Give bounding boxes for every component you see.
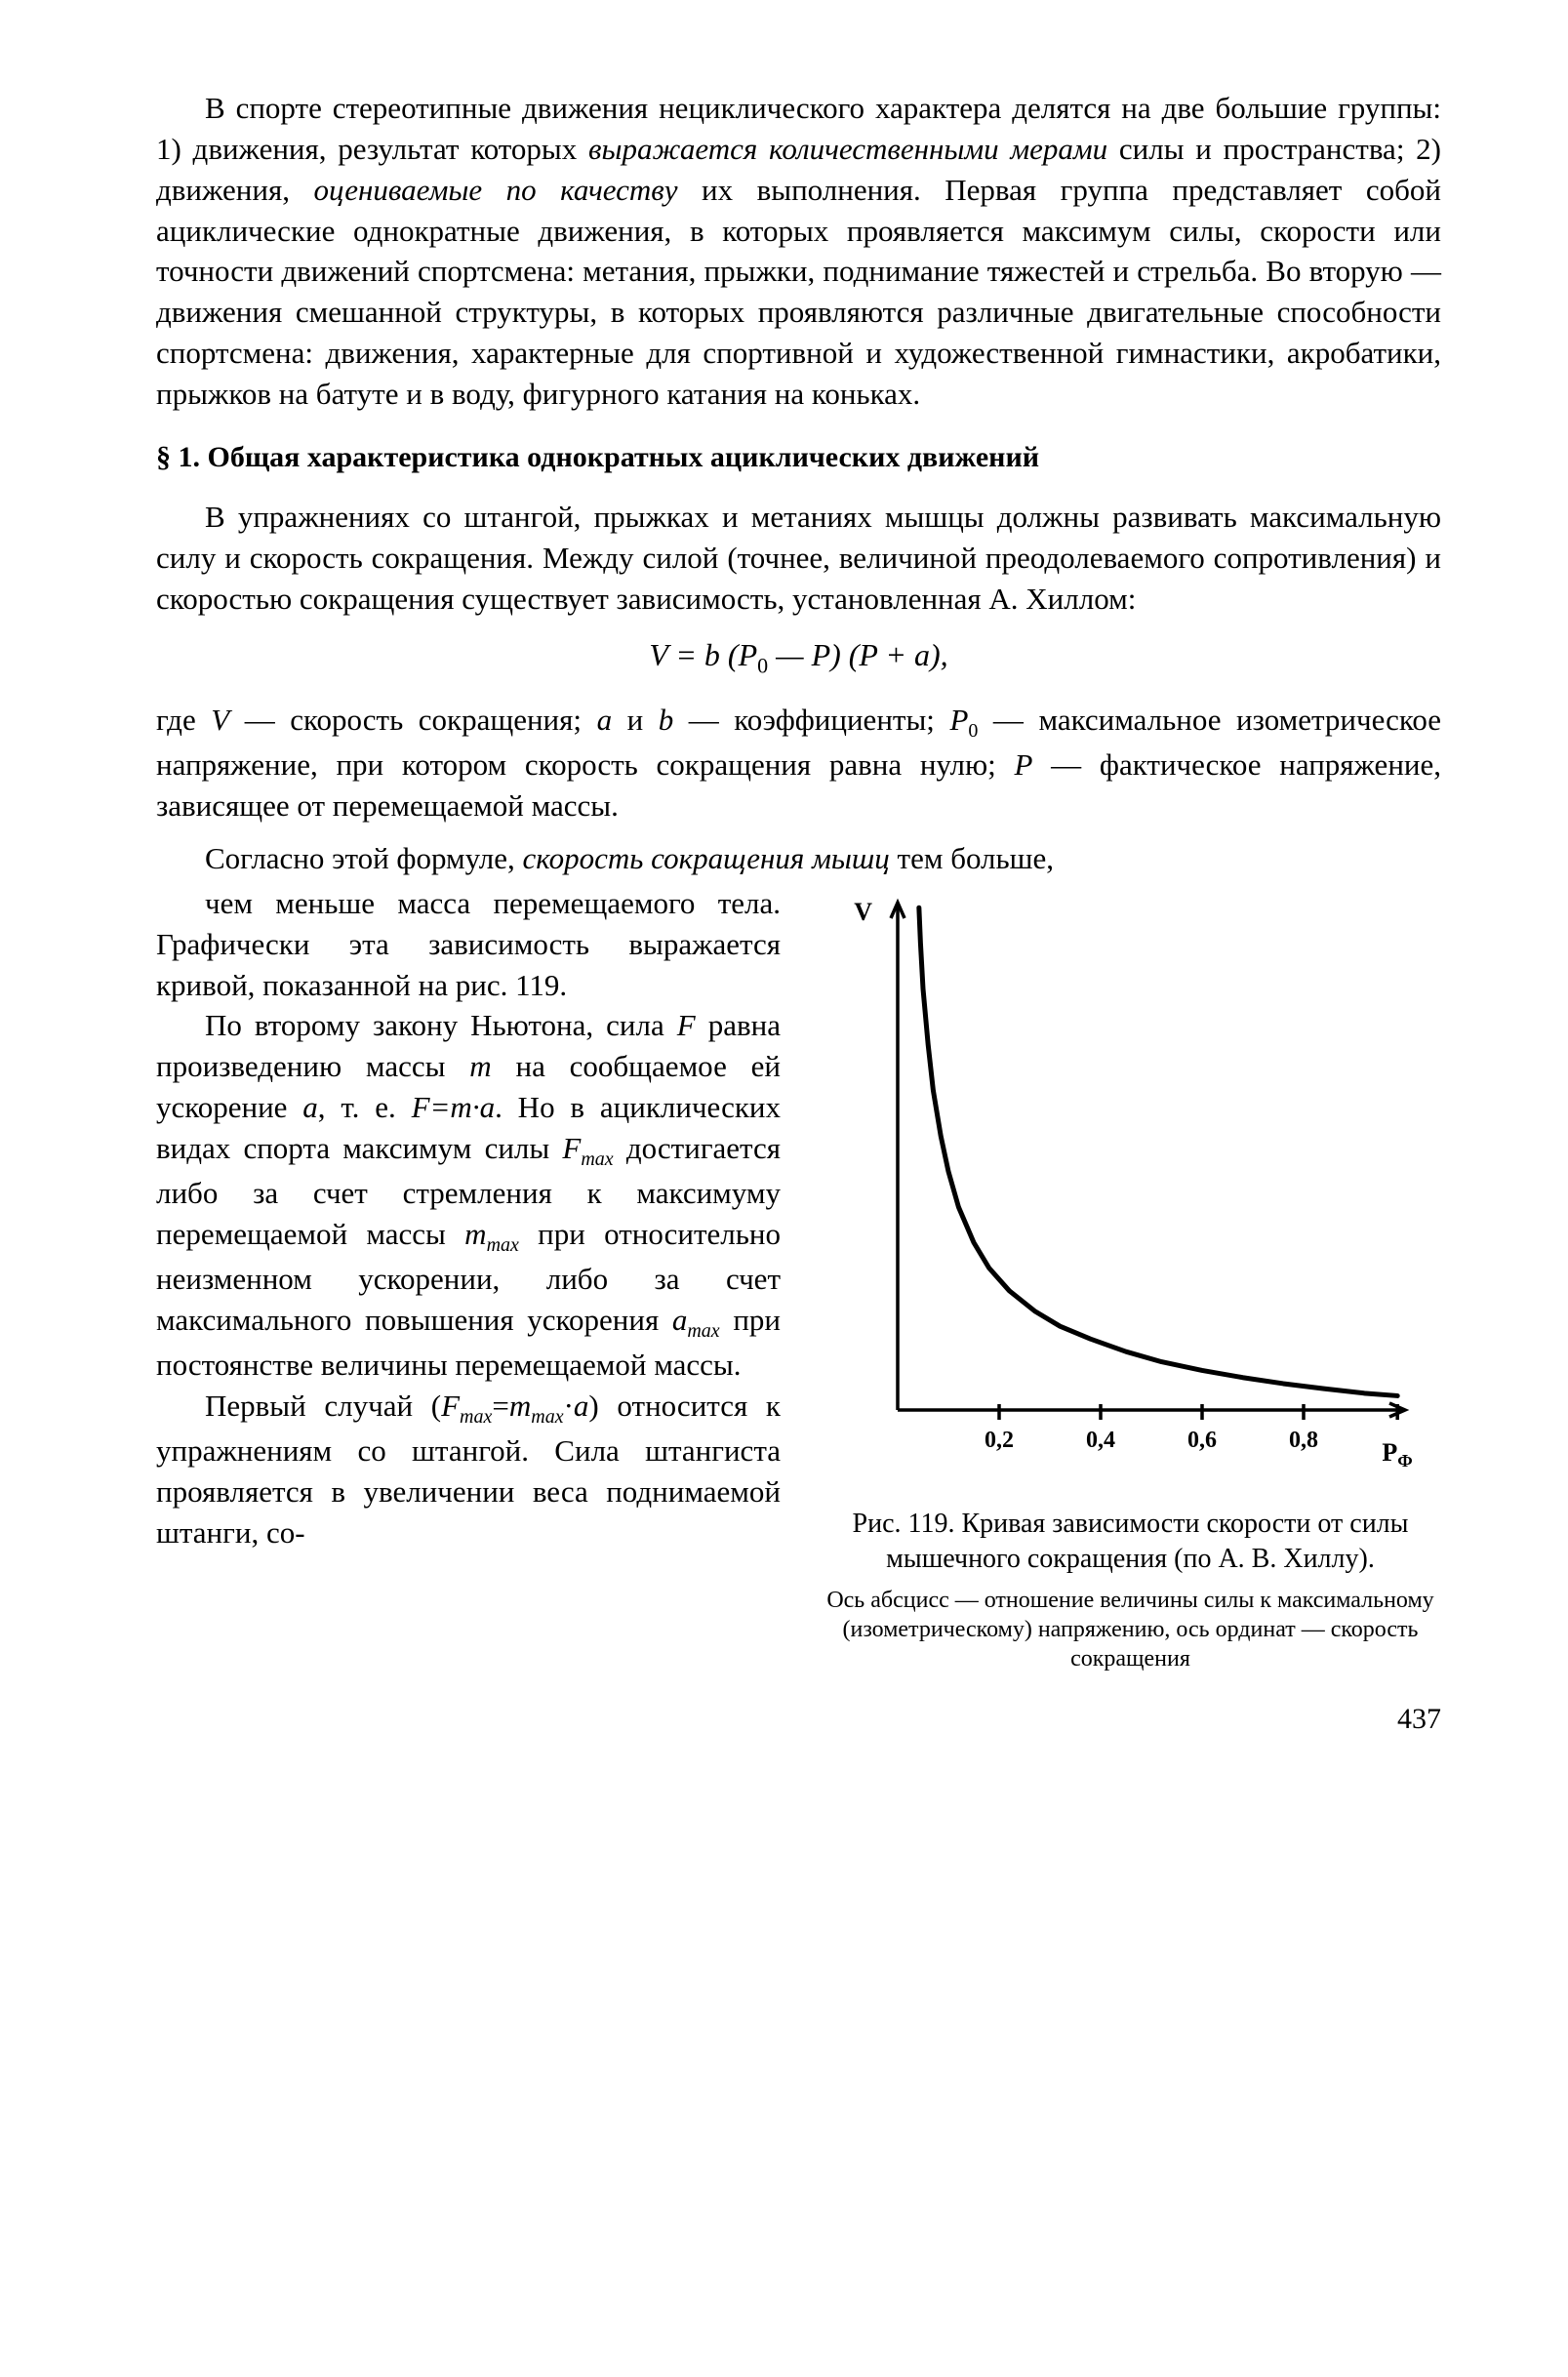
figure-chart: 0,2 0,4 0,6 0,8 V PФ <box>820 883 1441 1493</box>
var-sub: max <box>581 1148 613 1170</box>
figure-subcaption: Ось абсцисс — отношение величины силы к … <box>820 1586 1441 1673</box>
section-heading: § 1. Общая характеристика однократных ац… <box>156 438 1441 478</box>
text: Первый случай ( <box>205 1389 441 1423</box>
text: их выполнения. Первая группа представляе… <box>156 173 1441 411</box>
var: b <box>659 703 674 737</box>
text: · <box>564 1389 574 1423</box>
var: a <box>672 1303 688 1337</box>
var: m <box>464 1217 486 1251</box>
text-italic: скорость сокращения мышц <box>523 841 890 875</box>
var-sub: 0 <box>968 720 978 742</box>
left-paragraph-2: По второму закону Ньютона, сила F равна … <box>156 1005 781 1386</box>
text-italic: оцениваемые по качеству <box>313 173 677 207</box>
paragraph-3: где V — скорость сокращения; a и b — коэ… <box>156 700 1441 826</box>
formula: V = b (P0 — P) (P + a), <box>156 637 1441 678</box>
var-sub: max <box>687 1320 719 1342</box>
hill-curve-chart: 0,2 0,4 0,6 0,8 V PФ <box>820 883 1425 1488</box>
page-number: 437 <box>156 1703 1441 1736</box>
paragraph-1: В спорте стереотипные движения нецикличе… <box>156 88 1441 415</box>
var-sub: max <box>487 1234 519 1256</box>
svg-text:0,2: 0,2 <box>985 1428 1014 1453</box>
text: = <box>492 1389 508 1423</box>
var: P <box>949 703 968 737</box>
text: тем больше, <box>890 841 1054 875</box>
left-column: чем меньше масса перемещаемого тела. Гра… <box>156 883 781 1673</box>
right-column: 0,2 0,4 0,6 0,8 V PФ Рис. 119. Кривая зависим… <box>820 883 1441 1673</box>
formula-text: — P) (P + a), <box>768 637 948 672</box>
svg-text:0,6: 0,6 <box>1187 1428 1217 1453</box>
var: P <box>1015 747 1033 782</box>
var: m <box>469 1049 491 1083</box>
var-sub: max <box>531 1406 563 1428</box>
text: — скорость сокращения; <box>229 703 596 737</box>
var: a <box>574 1389 589 1423</box>
var: F <box>677 1008 696 1042</box>
var: F <box>441 1389 460 1423</box>
left-paragraph-3: Первый случай (Fmax=mmax·a) относится к … <box>156 1386 781 1553</box>
var: a <box>302 1090 318 1124</box>
text-italic: выражается количественными мерами <box>588 132 1107 166</box>
var: a <box>597 703 613 737</box>
svg-text:0,4: 0,4 <box>1086 1428 1115 1453</box>
text: где <box>156 703 211 737</box>
formula-text: V = b (P <box>649 637 757 672</box>
text: По второму закону Ньютона, сила <box>205 1008 677 1042</box>
two-column-region: чем меньше масса перемещаемого тела. Гра… <box>156 883 1441 1673</box>
text: — коэффициенты; <box>673 703 949 737</box>
text: и <box>612 703 659 737</box>
var-sub: max <box>460 1406 492 1428</box>
var: m <box>509 1389 531 1423</box>
svg-text:0,8: 0,8 <box>1289 1428 1318 1453</box>
text: Согласно этой формуле, <box>205 841 523 875</box>
figure-caption: Рис. 119. Кривая зависимости скорости от… <box>820 1507 1441 1578</box>
var: F=m·a <box>412 1090 496 1124</box>
text: , т. е. <box>318 1090 412 1124</box>
formula-sub: 0 <box>757 653 768 677</box>
left-paragraph-1: чем меньше масса перемещаемого тела. Гра… <box>156 883 781 1006</box>
paragraph-2: В упражнениях со штангой, прыжках и мета… <box>156 497 1441 620</box>
var: V <box>211 703 229 737</box>
svg-text:PФ: PФ <box>1382 1438 1412 1471</box>
svg-text:V: V <box>854 898 872 926</box>
var: F <box>562 1131 581 1165</box>
paragraph-4: Согласно этой формуле, скорость сокращен… <box>156 838 1441 879</box>
